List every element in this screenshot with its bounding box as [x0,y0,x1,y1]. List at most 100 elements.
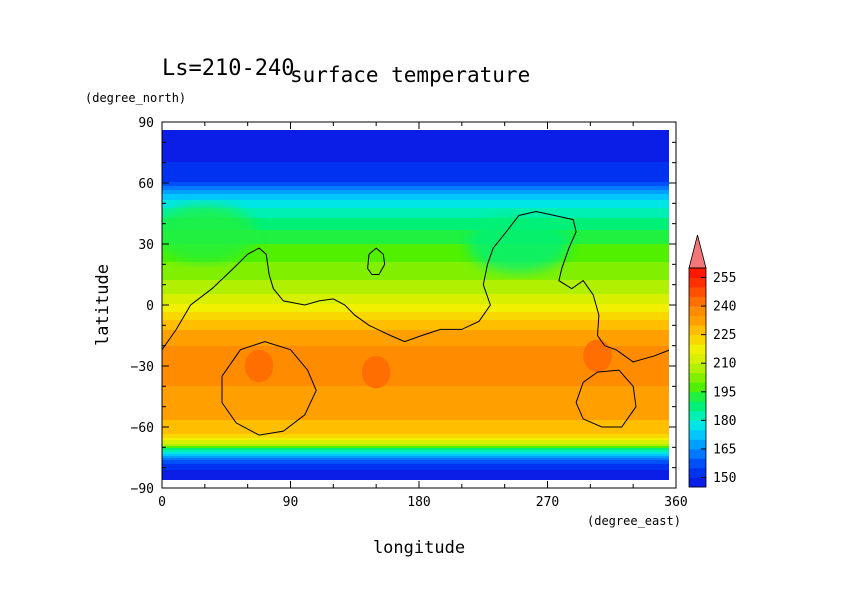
temperature-band [162,314,669,317]
temperature-band [162,454,669,457]
temperature-band [162,414,669,417]
temperature-band [162,248,669,251]
temperature-band [162,180,669,183]
temperature-band [162,176,669,179]
colorbar-tick-label: 210 [713,357,736,372]
temperature-band [162,254,669,257]
temperature-band [162,194,669,197]
temperature-band [162,298,669,301]
temperature-band [162,344,669,347]
temperature-band [162,312,669,315]
temperature-band [162,228,669,231]
temperature-band [162,242,669,245]
temperature-band [162,348,669,351]
colorbar-bin [689,277,706,288]
colorbar-bin [689,372,706,383]
temperature-band [162,296,669,299]
temperature-band [162,452,669,455]
temperature-band [162,292,669,295]
temperature-band [162,148,669,151]
temperature-band [162,404,669,407]
temperature-band [162,262,669,265]
temperature-band [162,270,669,273]
temperature-band [162,334,669,337]
temperature-band [162,394,669,397]
temperature-band [162,150,669,153]
temperature-band [162,256,669,259]
temperature-band [162,478,669,480]
temperature-band [162,188,669,191]
temperature-band [162,306,669,309]
warm-spot [244,349,274,383]
temperature-band [162,146,669,149]
temperature-band [162,416,669,419]
temperature-band [162,152,669,155]
y-tick-label: −90 [131,482,154,497]
temperature-band [162,166,669,169]
temperature-band [162,226,669,229]
y-tick-label: 60 [138,177,154,192]
temperature-band [162,324,669,327]
temperature-band [162,466,669,469]
temperature-band [162,406,669,409]
temperature-band [162,326,669,329]
warm-spot [583,339,612,373]
colorbar-frame [688,267,707,488]
temperature-band [162,390,669,393]
colorbar-bin [689,391,706,402]
temperature-band [162,346,669,349]
topography-contour-line [221,341,317,436]
colorbar: 150 165 180 195 210 225 240 255 [688,234,736,488]
temperature-band [162,264,669,267]
temperature-band [162,206,669,209]
temperature-band [162,156,669,159]
temperature-band [162,134,669,137]
temperature-band [162,186,669,189]
temperature-band [162,448,669,451]
colorbar-bin [689,458,706,469]
temperature-band [162,178,669,181]
temperature-band [162,444,669,447]
temperature-band [162,240,669,243]
temperature-band [162,222,669,225]
temperature-band [162,252,669,255]
temperature-band [162,372,669,375]
latitude-bands [162,130,669,480]
colorbar-tick-label: 180 [713,414,736,429]
temperature-band [162,382,669,385]
temperature-band [162,342,669,345]
temperature-band [162,236,669,239]
temperature-band [162,282,669,285]
temperature-band [162,278,669,281]
colorbar-bin [689,448,706,459]
temperature-band [162,232,669,235]
temperature-band [162,280,669,283]
temperature-band [162,250,669,253]
temperature-band [162,374,669,377]
x-tick-label: 270 [536,495,559,510]
temperature-band [162,160,669,163]
colorbar-tick-label: 165 [713,442,736,457]
temperature-band [162,440,669,443]
temperature-band [162,376,669,379]
temperature-band [162,158,669,161]
x-axis-label: longitude [373,538,465,558]
temperature-band [162,218,669,221]
temperature-band [162,258,669,261]
temperature-band [162,328,669,331]
temperature-band [162,462,669,465]
colorbar-bin [689,296,706,307]
temperature-band [162,304,669,307]
temperature-band [162,472,669,475]
temperature-band [162,340,669,343]
temperature-band [162,132,669,135]
temperature-band [162,424,669,427]
temperature-band [162,208,669,211]
temperature-band [162,154,669,157]
temperature-band [162,290,669,293]
temperature-band [162,172,669,175]
x-tick-label: 0 [158,495,166,510]
temperature-band [162,212,669,215]
temperature-band [162,142,669,145]
temperature-band [162,338,669,341]
